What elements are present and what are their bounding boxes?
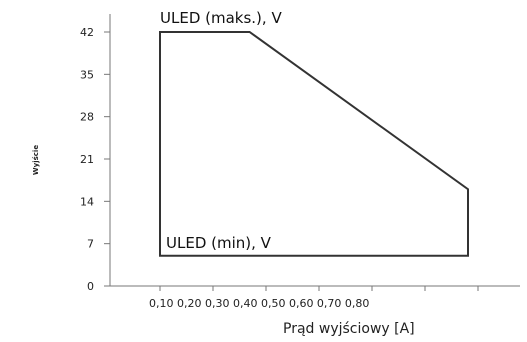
annotation-min: ULED (min), V: [166, 234, 272, 252]
y-tick-label: 42: [80, 26, 94, 39]
axes: [109, 14, 520, 287]
y-tick-label: 14: [80, 195, 94, 208]
x-tick-labels: 0,10 0,20 0,30 0,40 0,50 0,60 0,70 0,80: [149, 297, 369, 310]
annotation-max: ULED (maks.), V: [160, 9, 282, 27]
y-tick-label: 0: [87, 280, 94, 293]
y-tick-label: 7: [87, 238, 94, 251]
y-axis-label: Wyjście: [32, 145, 40, 175]
operating-window: [159, 31, 469, 257]
y-tick-label: 21: [80, 153, 94, 166]
y-tick-label: 28: [80, 111, 94, 124]
x-ticks: [159, 286, 479, 291]
x-axis-label: Prąd wyjściowy [A]: [283, 321, 415, 337]
y-tick-label: 35: [80, 68, 94, 81]
y-ticks: 0 7 14 21 28 35 42: [80, 26, 110, 293]
